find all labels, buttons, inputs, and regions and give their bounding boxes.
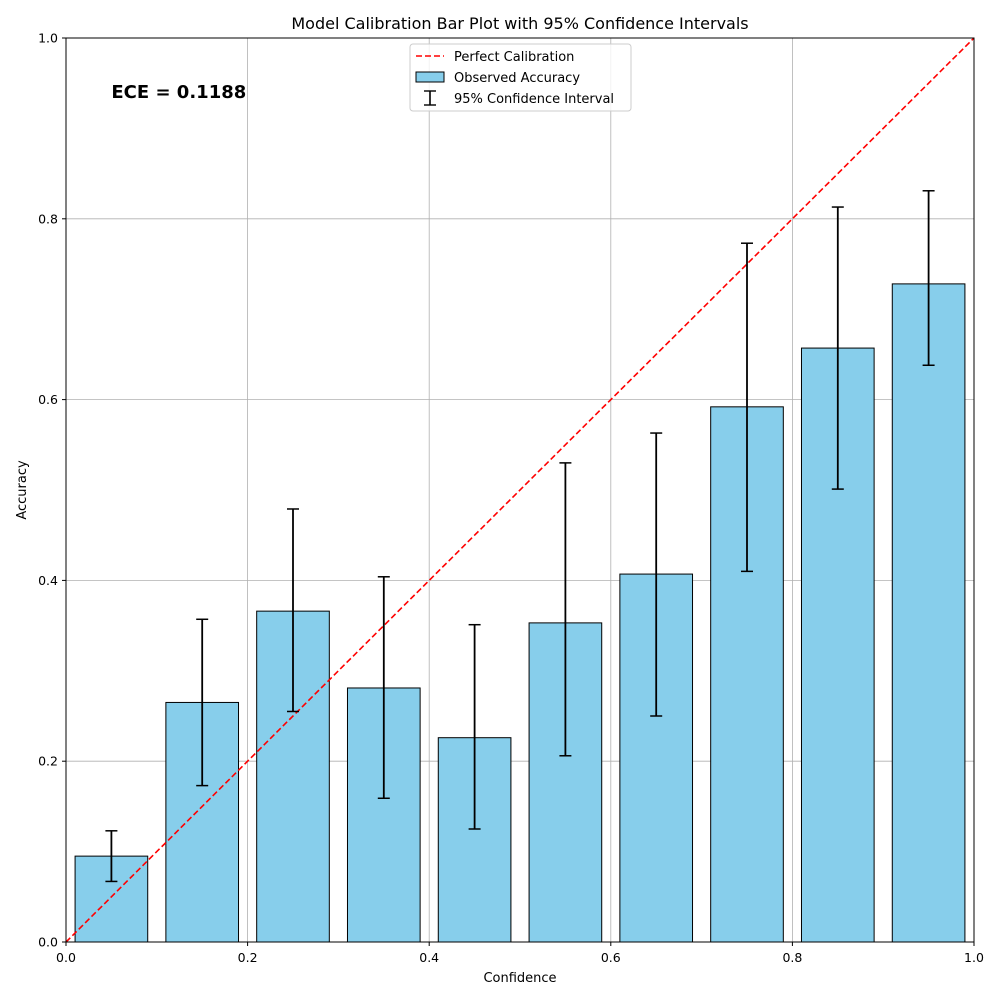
- x-tick-label: 0.6: [601, 950, 621, 965]
- x-tick-label: 0.8: [782, 950, 802, 965]
- y-tick-label: 0.2: [38, 754, 58, 769]
- y-tick-label: 0.6: [38, 392, 58, 407]
- x-axis-label: Confidence: [483, 971, 556, 986]
- legend-label-confidence-interval: 95% Confidence Interval: [454, 92, 614, 107]
- error-bar: [922, 190, 935, 366]
- error-bar: [559, 462, 572, 757]
- legend-label-observed-accuracy: Observed Accuracy: [454, 71, 580, 86]
- ece-annotation: ECE = 0.1188: [111, 82, 246, 103]
- error-bar: [741, 242, 753, 573]
- error-bars: [105, 190, 935, 883]
- error-bar: [831, 206, 844, 490]
- chart-title: Model Calibration Bar Plot with 95% Conf…: [291, 14, 748, 33]
- perfect-calibration-line-group: [65, 37, 975, 943]
- y-axis-label: Accuracy: [15, 460, 30, 520]
- axes-frame: [65, 37, 975, 943]
- x-tick-label: 0.0: [56, 950, 76, 965]
- y-tick-label: 0.8: [38, 211, 58, 226]
- error-bar: [196, 618, 209, 787]
- y-tick-label: 0.4: [38, 573, 58, 588]
- error-bar: [287, 508, 299, 713]
- perfect-calibration-line: [65, 37, 975, 943]
- error-bar: [468, 623, 481, 830]
- y-tick-label: 1.0: [38, 31, 58, 46]
- y-tick-label: 0.0: [38, 935, 58, 950]
- legend-bar-swatch: [415, 71, 445, 83]
- error-bar: [377, 576, 390, 800]
- x-tick-label: 0.4: [419, 950, 439, 965]
- x-tick-label: 0.2: [238, 950, 258, 965]
- bars: [74, 283, 966, 943]
- legend-errorbar-swatch: [424, 90, 436, 106]
- legend-box: [409, 43, 632, 112]
- legend-label-perfect-calibration: Perfect Calibration: [454, 50, 574, 65]
- error-bar: [105, 830, 118, 883]
- ticks: 0.0 0.2 0.4 0.6 0.8 1.0 0.0 0.2 0.4 0.6 0.8 1.0: [38, 31, 984, 966]
- x-tick-label: 1.0: [964, 950, 984, 965]
- legend: Perfect Calibration Observed Accuracy 95…: [409, 43, 632, 112]
- error-bar: [650, 432, 663, 717]
- bar: [891, 283, 966, 943]
